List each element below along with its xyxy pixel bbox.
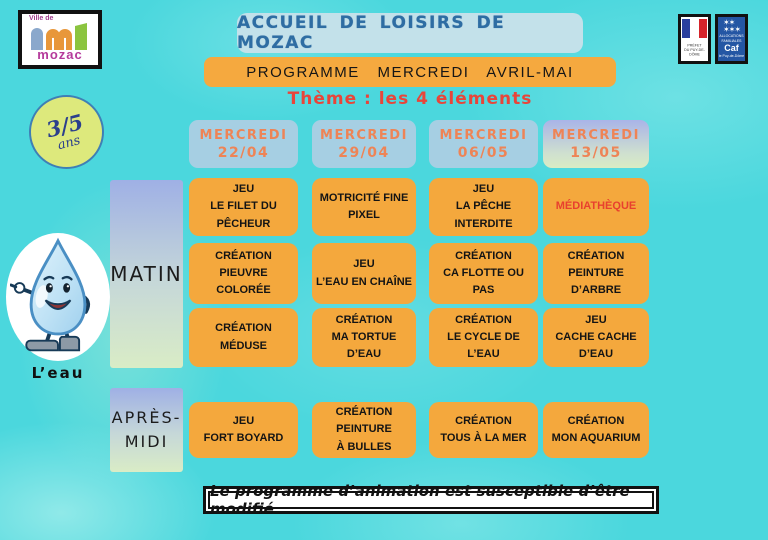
activity-cell: JEU LE FILET DU PÊCHEUR xyxy=(189,178,298,236)
period-label-apres-midi: APRÈS- MIDI xyxy=(110,388,183,472)
column-day: MERCREDI xyxy=(199,127,288,143)
column-header-13-05: MERCREDI 13/05 xyxy=(543,120,649,168)
activity-cell: JEU FORT BOYARD xyxy=(189,402,298,458)
column-day: MERCREDI xyxy=(552,127,640,143)
mozac-logo: Ville de mozac xyxy=(18,10,102,69)
column-day: MERCREDI xyxy=(439,127,528,143)
activity-cell: CRÉATION MÉDUSE xyxy=(189,308,298,367)
activity-cell: CRÉATION MA TORTUE D’EAU xyxy=(312,308,416,367)
mozac-m-icon xyxy=(31,23,87,50)
mozac-logo-tagline: Ville de xyxy=(29,15,54,22)
activity-cell: JEU CACHE CACHE D’EAU xyxy=(543,308,649,367)
age-badge: 3/5 ans xyxy=(29,95,104,169)
activity-cell-mediatheque: MÉDIATHÈQUE xyxy=(543,178,649,236)
column-date: 22/04 xyxy=(217,145,270,162)
theme-line: Thème : les 4 éléments xyxy=(287,89,533,109)
activity-cell: JEU L’EAU EN CHAÎNE xyxy=(312,243,416,304)
activity-cell: CRÉATION LE CYCLE DE L’EAU xyxy=(429,308,538,367)
caf-name-label: Caf xyxy=(724,42,739,53)
column-date: 06/05 xyxy=(457,145,510,162)
caf-dept-label: le Puy-de-Dôme xyxy=(718,53,745,58)
caf-birds-icon: ✶✶ ✶✶✶ xyxy=(722,18,741,35)
column-header-22-04: MERCREDI 22/04 xyxy=(189,120,298,168)
mascot-label: L’eau xyxy=(31,364,85,382)
column-day: MERCREDI xyxy=(320,127,408,143)
mozac-logo-name: mozac xyxy=(37,47,83,62)
period-label-matin: MATIN xyxy=(110,180,183,368)
page-title: ACCUEIL DE LOISIRS DE MOZAC xyxy=(237,13,583,53)
activity-cell: CRÉATION PIEUVRE COLORÉE xyxy=(189,243,298,304)
column-date: 13/05 xyxy=(570,145,622,162)
activity-cell: CRÉATION MON AQUARIUM xyxy=(543,402,649,458)
prefet-logo: PRÉFET DU PUY-DE-DÔME xyxy=(678,14,711,64)
footer-disclaimer: Le programme d’animation est susceptible… xyxy=(203,482,659,518)
water-drop-icon xyxy=(10,237,91,352)
activity-cell: CRÉATION PEINTURE À BULLES xyxy=(312,402,416,458)
disclaimer-text: Le programme d’animation est susceptible… xyxy=(210,482,630,518)
column-header-06-05: MERCREDI 06/05 xyxy=(429,120,538,168)
activity-cell: CRÉATION TOUS À LA MER xyxy=(429,402,538,458)
column-header-29-04: MERCREDI 29/04 xyxy=(312,120,416,168)
french-flag-icon xyxy=(682,19,707,38)
activity-cell: CRÉATION CA FLOTTE OU PAS xyxy=(429,243,538,304)
activity-cell: CRÉATION PEINTURE D’ARBRE xyxy=(543,243,649,304)
prefet-logo-label: PRÉFET DU PUY-DE-DÔME xyxy=(684,42,705,57)
caf-org-label: ALLOCATIONS FAMILIALES xyxy=(719,34,744,43)
activity-cell: MOTRICITÉ FINE PIXEL xyxy=(312,178,416,236)
caf-logo: ✶✶ ✶✶✶ ALLOCATIONS FAMILIALES Caf le Puy-… xyxy=(715,14,748,64)
activity-cell: JEU LA PÊCHE INTERDITE xyxy=(429,178,538,236)
water-drop-mascot xyxy=(6,233,110,361)
program-subtitle: PROGRAMME MERCREDI AVRIL-MAI xyxy=(204,57,616,87)
column-date: 29/04 xyxy=(338,145,390,162)
